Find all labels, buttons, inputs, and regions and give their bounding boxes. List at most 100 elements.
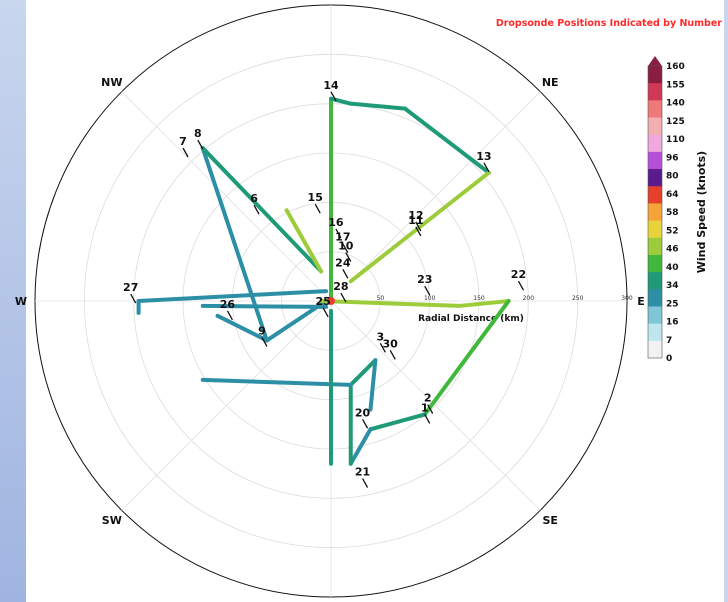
dropsonde-arrow [322, 307, 329, 318]
colorbar-tick-label: 16 [666, 318, 679, 328]
track-segment [348, 358, 378, 387]
dropsonde-label-23: 23 [417, 273, 432, 286]
dropsonde-label-1: 1 [421, 401, 429, 414]
colorbar-band [648, 83, 662, 101]
dropsonde-arrow [415, 226, 422, 237]
dropsonde-arrow [253, 204, 260, 215]
colorbar-tick-label: 64 [666, 190, 679, 200]
dropsonde-label-8: 8 [194, 127, 202, 140]
right-background-strip [724, 0, 728, 602]
dropsonde-arrow [335, 228, 342, 239]
dropsonde-label-27: 27 [123, 281, 138, 294]
direction-label-ne: NE [542, 76, 559, 89]
dropsonde-arrow [330, 91, 337, 102]
track-segment [368, 412, 427, 432]
track-segment [264, 299, 329, 343]
dropsonde-label-24: 24 [335, 256, 351, 269]
track-segment [348, 170, 491, 284]
dropsonde-label-3: 3 [377, 330, 385, 343]
dropsonde-label-14: 14 [323, 79, 339, 92]
dropsonde-arrow [130, 293, 137, 304]
radial-axis-label: Radial Distance (km) [418, 314, 524, 324]
dropsonde-label-15: 15 [308, 191, 323, 204]
spoke-line [330, 91, 541, 302]
colorbar-band [648, 340, 662, 359]
colorbar-tick-label: 25 [666, 299, 679, 309]
dropsonde-arrow [342, 243, 349, 254]
track-segment [200, 377, 353, 387]
track-segment [403, 106, 491, 175]
dropsonde-label-17: 17 [335, 231, 350, 244]
colorbar-tick-label: 160 [666, 62, 685, 72]
dropsonde-arrow [424, 285, 431, 296]
dropsonde-arrow [226, 310, 233, 321]
dropsonde-label-7: 7 [179, 135, 187, 148]
colorbar-band [648, 272, 662, 290]
radial-tick-label: 250 [572, 295, 584, 302]
dropsonde-arrow [340, 292, 347, 303]
colorbar-band [648, 237, 662, 256]
dropsonde-arrow [362, 478, 369, 488]
colorbar: 0 7 16 25 34 40 46 52 58 64 80 96 110 125 140 155 160 Win… [647, 56, 708, 364]
track-segment [422, 299, 511, 417]
colorbar-tick-label: 40 [666, 263, 679, 273]
direction-label-e: E [637, 295, 645, 308]
dropsonde-label-25: 25 [315, 295, 330, 308]
colorbar-outline [647, 65, 663, 359]
spoke-line [330, 300, 541, 511]
dropsonde-arrow [197, 139, 204, 150]
colorbar-tick-label: 52 [666, 226, 679, 236]
dropsonde-label-10: 10 [338, 240, 354, 253]
colorbar-tick-label: 96 [666, 153, 679, 163]
dropsonde-label-13: 13 [476, 150, 491, 163]
dropsonde-label-30: 30 [383, 337, 399, 350]
dropsonde-arrow [342, 269, 349, 279]
track-segment [284, 208, 324, 274]
colorbar-band [648, 117, 662, 136]
track-segment [200, 303, 329, 309]
track-segment [329, 96, 353, 106]
colorbar-tick-label: 0 [666, 354, 672, 364]
colorbar-band [648, 254, 662, 273]
colorbar-band [648, 203, 662, 222]
radial-tick-label: 100 [424, 295, 436, 302]
dropsonde-label-22: 22 [511, 268, 526, 281]
dropsonde-label-16: 16 [328, 216, 344, 229]
colorbar-band [648, 100, 662, 119]
colorbar-tick-label: 140 [666, 99, 685, 109]
dropsonde-label-6: 6 [250, 192, 258, 205]
dropsonde-arrow [415, 221, 422, 232]
dropsonde-label-28: 28 [333, 280, 348, 293]
colorbar-title: Wind Speed (knots) [695, 151, 708, 273]
direction-label-sw: SW [102, 514, 122, 527]
dropsonde-label-12: 12 [408, 209, 423, 222]
spoke-line [121, 300, 332, 511]
dropsonde-arrow [345, 252, 352, 262]
track-segment [215, 313, 269, 343]
center-marker [327, 297, 335, 305]
radial-tick-label: 300 [621, 295, 633, 302]
dropsonde-arrow [261, 337, 268, 347]
direction-label-se: SE [542, 514, 557, 527]
track-segment [319, 299, 462, 308]
spoke-line [121, 91, 332, 302]
colorbar-tick-label: 46 [666, 245, 679, 255]
track-segment [200, 146, 269, 343]
colorbar-band [648, 66, 662, 84]
dropsonde-arrow [424, 414, 431, 424]
dropsonde-annotation: Dropsonde Positions Indicated by Number [496, 18, 722, 29]
colorbar-tick-label: 125 [666, 117, 685, 127]
colorbar-band [648, 323, 662, 342]
track-segment [348, 427, 373, 466]
colorbar-band [648, 169, 662, 187]
dropsonde-arrow [314, 203, 321, 214]
track-segment [136, 289, 329, 303]
colorbar-band [648, 220, 662, 239]
colorbar-band [648, 151, 662, 170]
dropsonde-arrow [362, 419, 369, 429]
dropsonde-label-2: 2 [424, 392, 432, 405]
dropsonde-arrow [517, 280, 525, 291]
colorbar-tick-label: 110 [666, 135, 685, 145]
colorbar-tick-label: 34 [666, 281, 679, 291]
